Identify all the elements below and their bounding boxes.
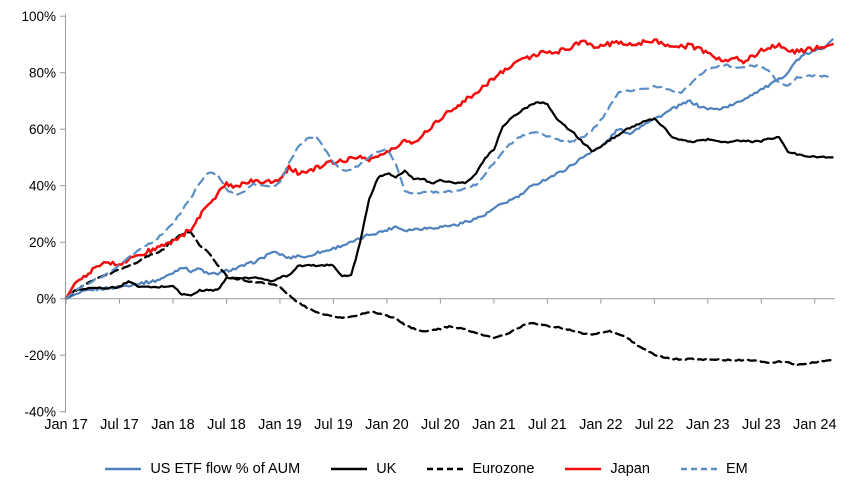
em-line-swatch xyxy=(680,467,717,471)
legend-item-em: EM xyxy=(680,461,748,477)
y-tick-label: 60% xyxy=(29,122,56,137)
legend-label-uk: UK xyxy=(376,461,397,477)
x-tick-label: Jan 20 xyxy=(365,417,409,433)
chart-canvas: 100% 80% 60% 40% 20% 0% -20% -40%Jan 17 Jul 17 Ja… xyxy=(21,9,837,433)
y-tick-label: 80% xyxy=(29,66,56,81)
legend-item-eurozone: Eurozone xyxy=(426,461,534,477)
x-tick-label: Jan 22 xyxy=(579,417,623,433)
x-tick-label: Jan 21 xyxy=(472,417,516,433)
y-tick-label: 20% xyxy=(29,235,56,250)
eurozone-line-swatch xyxy=(427,467,464,471)
legend-item-us: US ETF flow % of AUM xyxy=(104,461,300,477)
x-tick-label: Jul 19 xyxy=(314,417,353,433)
legend-item-uk: UK xyxy=(330,461,396,477)
y-tick-label: 0% xyxy=(36,292,56,307)
us-line-swatch xyxy=(105,467,142,471)
x-tick-label: Jan 24 xyxy=(793,417,837,433)
japan-line-swatch xyxy=(565,467,602,471)
legend-label-eurozone: Eurozone xyxy=(472,461,535,477)
x-tick-label: Jul 18 xyxy=(207,417,246,433)
legend-label-us: US ETF flow % of AUM xyxy=(150,461,301,477)
series-line-em xyxy=(64,63,834,300)
y-tick-label: 40% xyxy=(29,179,56,194)
x-tick-label: Jul 21 xyxy=(528,417,567,433)
x-tick-label: Jan 18 xyxy=(151,417,195,433)
legend-item-japan: Japan xyxy=(564,461,650,477)
series-line-eurozone xyxy=(64,230,834,367)
x-tick-label: Jul 22 xyxy=(635,417,674,433)
y-tick-label: -20% xyxy=(24,348,56,363)
uk-line-swatch xyxy=(331,467,368,471)
series-line-uk xyxy=(64,101,834,300)
series-line-us-etf-flow-of-aum xyxy=(64,38,834,300)
legend-label-japan: Japan xyxy=(610,461,650,477)
x-tick-label: Jul 17 xyxy=(100,417,139,433)
series-line-japan xyxy=(64,38,834,300)
y-tick-label: -40% xyxy=(24,405,56,420)
x-tick-label: Jan 17 xyxy=(44,417,88,433)
x-tick-label: Jan 19 xyxy=(258,417,302,433)
x-tick-label: Jan 23 xyxy=(686,417,730,433)
chart-legend: US ETF flow % of AUM UK Eurozone Japan E… xyxy=(0,451,852,487)
x-tick-label: Jul 23 xyxy=(742,417,781,433)
legend-label-em: EM xyxy=(725,461,748,477)
x-tick-label: Jul 20 xyxy=(421,417,460,433)
y-tick-label: 100% xyxy=(21,9,56,24)
